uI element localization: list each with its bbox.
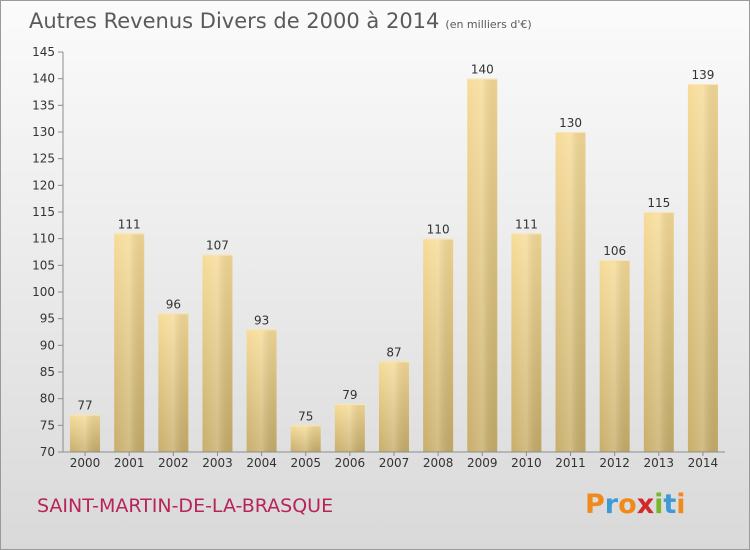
commune-name: SAINT-MARTIN-DE-LA-BRASQUE	[37, 495, 334, 517]
bar-sheen	[379, 361, 409, 452]
bar-sheen	[423, 238, 454, 452]
x-tick-label: 2000	[70, 456, 101, 470]
bar-2010: 111	[511, 217, 542, 452]
chart-title: Autres Revenus Divers de 2000 à 2014	[29, 9, 440, 33]
bar-2009: 140	[467, 63, 498, 453]
bar-2012: 106	[599, 244, 630, 452]
y-tick-label: 100	[32, 285, 55, 299]
x-tick-label: 2002	[158, 456, 189, 470]
y-axis: 70 75 80 85 90 95 100 105 110 115 120 125 130 135 140 1…	[32, 45, 64, 459]
bar-2008: 110	[423, 223, 454, 452]
y-tick-label: 95	[40, 312, 55, 326]
bars: 77 111 96 107 93 75 79 87 110 140 111 130 106 115 139	[70, 63, 718, 453]
bar-2007: 87	[379, 345, 409, 452]
bar-2003: 107	[202, 239, 233, 452]
bar-sheen	[70, 414, 101, 452]
bar-sheen	[158, 313, 189, 452]
bar-sheen	[599, 260, 630, 452]
y-tick-label: 115	[32, 205, 55, 219]
data-label: 75	[298, 409, 313, 423]
y-tick-label: 90	[40, 338, 55, 352]
data-label: 107	[206, 239, 229, 253]
x-tick-label: 2009	[467, 456, 498, 470]
bar-2001: 111	[114, 217, 145, 452]
proxiti-logo[interactable]: Proxiti	[585, 489, 686, 520]
y-tick-label: 145	[32, 45, 55, 59]
x-tick-label: 2013	[644, 456, 675, 470]
logo-letter: x	[636, 489, 655, 520]
logo-letter: i	[676, 489, 686, 520]
logo-letter: t	[663, 489, 677, 520]
bar-2014: 139	[687, 68, 718, 452]
y-tick-label: 135	[32, 98, 55, 112]
bar-sheen	[643, 212, 674, 452]
logo-letter: o	[618, 489, 637, 520]
x-tick-label: 2006	[335, 456, 366, 470]
data-label: 130	[559, 116, 582, 130]
bar-sheen	[687, 84, 718, 452]
bar-sheen	[246, 329, 277, 452]
x-tick-label: 2012	[599, 456, 630, 470]
bar-2006: 79	[334, 388, 365, 452]
x-tick-label: 2010	[511, 456, 542, 470]
y-tick-label: 80	[40, 392, 55, 406]
data-label: 93	[254, 313, 269, 327]
y-tick-label: 140	[32, 72, 55, 86]
bar-sheen	[290, 425, 321, 452]
x-tick-label: 2014	[688, 456, 719, 470]
y-tick-label: 130	[32, 125, 55, 139]
data-label: 77	[77, 399, 92, 413]
y-tick-label: 85	[40, 365, 55, 379]
bar-sheen	[334, 404, 365, 452]
bar-2013: 115	[643, 196, 674, 452]
y-tick-label: 110	[32, 232, 55, 246]
bar-2000: 77	[70, 399, 101, 452]
data-label: 111	[515, 217, 538, 231]
data-label: 96	[166, 297, 181, 311]
data-label: 79	[342, 388, 357, 402]
x-tick-label: 2011	[555, 456, 586, 470]
bar-sheen	[202, 254, 233, 452]
x-tick-label: 2004	[246, 456, 277, 470]
bar-2011: 130	[555, 116, 586, 452]
data-label: 115	[647, 196, 670, 210]
bar-2005: 75	[290, 409, 321, 452]
y-tick-label: 105	[32, 258, 55, 272]
data-label: 140	[471, 63, 494, 77]
logo-letter: P	[585, 489, 605, 520]
bar-sheen	[467, 78, 498, 453]
x-tick-label: 2003	[202, 456, 233, 470]
bar-sheen	[511, 233, 542, 452]
x-tick-label: 2007	[379, 456, 410, 470]
y-tick-label: 70	[40, 445, 55, 459]
data-label: 111	[118, 217, 141, 231]
y-tick-label: 125	[32, 152, 55, 166]
logo-letter: r	[604, 489, 619, 520]
data-label: 87	[386, 345, 401, 359]
bar-sheen	[555, 132, 586, 452]
bar-2002: 96	[158, 297, 189, 452]
x-tick-label: 2001	[114, 456, 145, 470]
bar-sheen	[114, 233, 145, 452]
logo-letter: i	[654, 489, 664, 520]
y-tick-label: 75	[40, 418, 55, 432]
data-label: 106	[603, 244, 626, 258]
data-label: 110	[427, 223, 450, 237]
bar-chart: 70 75 80 85 90 95 100 105 110 115 120 125 130 135 140 1…	[32, 45, 725, 470]
chart-title-block: Autres Revenus Divers de 2000 à 2014 (en …	[29, 9, 532, 33]
chart-subtitle: (en milliers d'€)	[445, 18, 532, 31]
x-tick-label: 2005	[290, 456, 321, 470]
x-tick-label: 2008	[423, 456, 454, 470]
y-tick-label: 120	[32, 178, 55, 192]
bar-2004: 93	[246, 313, 277, 452]
x-axis: 2000 2001 2002 2003 2004 2005 2006 2007 2008 2009…	[63, 451, 725, 470]
data-label: 139	[691, 68, 714, 82]
